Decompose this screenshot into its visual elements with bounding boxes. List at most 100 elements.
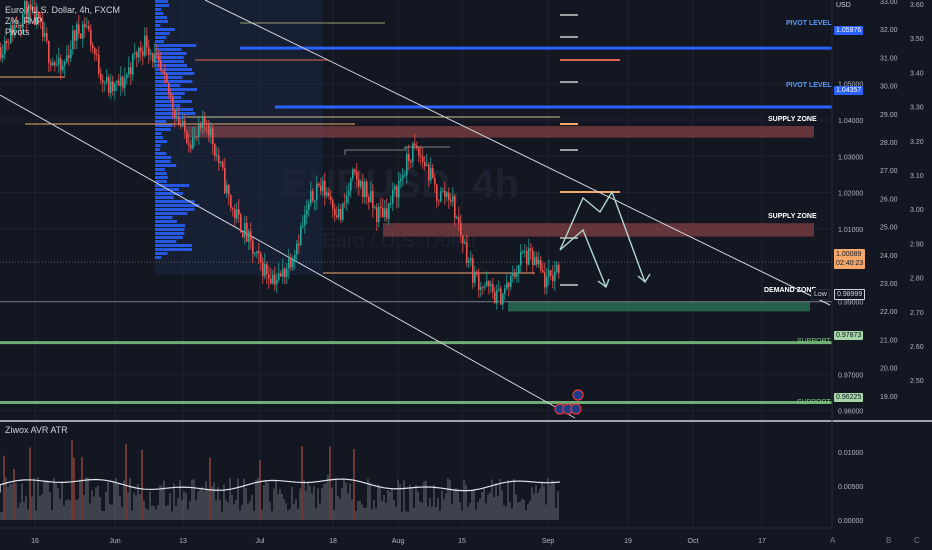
candle-body bbox=[8, 43, 10, 44]
candle-body bbox=[388, 203, 390, 219]
volume-profile-bar bbox=[155, 48, 182, 51]
candle-body bbox=[424, 161, 426, 167]
candle-body bbox=[98, 54, 100, 74]
candle-countdown: 02:40:23 bbox=[836, 260, 864, 267]
candle-body bbox=[258, 251, 260, 254]
candle-body bbox=[46, 33, 48, 41]
candle-body bbox=[220, 161, 222, 163]
time-axis-tick: Jul bbox=[256, 538, 265, 545]
candle-body bbox=[310, 191, 312, 204]
pivot-price-box-2: 1.04357 bbox=[834, 86, 864, 95]
candle-body bbox=[350, 178, 352, 191]
candle-body bbox=[276, 279, 278, 285]
candle-body bbox=[288, 258, 290, 269]
candle-body bbox=[340, 209, 342, 220]
candle-body bbox=[184, 120, 186, 132]
volume-profile-bar bbox=[155, 16, 167, 19]
candle-body bbox=[304, 214, 306, 226]
candle-body bbox=[104, 82, 106, 84]
pivot-price-box-1: 1.05976 bbox=[834, 26, 864, 35]
candle-body bbox=[16, 25, 18, 28]
volume-profile-bar bbox=[155, 120, 167, 123]
candle-body bbox=[490, 284, 492, 287]
candle-body bbox=[232, 207, 234, 210]
candle-body bbox=[494, 292, 496, 304]
economic-event-icon bbox=[572, 389, 584, 401]
symbol-title[interactable]: Euro / U.S. Dollar, 4h, FXCM bbox=[5, 5, 121, 15]
candle-body bbox=[76, 24, 78, 41]
candle-body bbox=[132, 53, 134, 75]
candle-body bbox=[476, 271, 478, 275]
candle-body bbox=[524, 251, 526, 252]
candle-body bbox=[162, 70, 164, 72]
projection-path-1 bbox=[559, 190, 646, 283]
projection-arrows bbox=[554, 190, 651, 415]
candle-body bbox=[56, 64, 58, 66]
candle-body bbox=[266, 264, 268, 275]
candle-body bbox=[550, 270, 552, 276]
candle-body bbox=[160, 60, 162, 71]
atr-axis-tick: 0.00500 bbox=[838, 484, 863, 491]
candle-body bbox=[114, 82, 116, 91]
candle-body bbox=[328, 192, 330, 197]
projection-arrowhead-1 bbox=[637, 273, 651, 284]
candle-body bbox=[502, 293, 504, 305]
candle-body bbox=[452, 196, 454, 202]
candle-body bbox=[414, 143, 416, 146]
volume-profile-bar bbox=[155, 236, 183, 239]
volume-profile-bar bbox=[155, 188, 180, 191]
candle-body bbox=[264, 264, 266, 277]
candle-body bbox=[538, 259, 540, 265]
candle-body bbox=[458, 217, 460, 224]
secondary-axis-tick: 23.00 bbox=[880, 281, 898, 288]
candle-body bbox=[532, 250, 534, 266]
zones bbox=[0, 14, 832, 405]
candle-body bbox=[188, 143, 190, 145]
bottom-letter-a[interactable]: A bbox=[830, 536, 836, 545]
candle-body bbox=[406, 154, 408, 176]
bottom-letter-c[interactable]: C bbox=[914, 536, 920, 545]
volume-profile-bar bbox=[155, 56, 184, 59]
candles bbox=[0, 0, 560, 310]
indicator-zfmp[interactable]: Z%_FMP bbox=[5, 16, 43, 26]
candle-body bbox=[526, 251, 528, 265]
volume-profile-bar bbox=[155, 204, 200, 207]
candle-body bbox=[22, 13, 24, 28]
candle-body bbox=[384, 208, 386, 218]
candle-body bbox=[314, 200, 316, 201]
candle-body bbox=[432, 167, 434, 179]
time-axis-tick: 19 bbox=[624, 538, 632, 545]
atr-indicator-title[interactable]: Ziwox AVR ATR bbox=[5, 425, 68, 435]
candle-body bbox=[42, 21, 44, 37]
candle-body bbox=[64, 61, 66, 66]
trendline-lower bbox=[0, 94, 576, 419]
bottom-letter-b[interactable]: B bbox=[886, 536, 892, 545]
candle-body bbox=[154, 53, 156, 63]
volume-profile-bar bbox=[155, 156, 172, 159]
candle-body bbox=[334, 208, 336, 216]
candle-body bbox=[142, 51, 144, 56]
candle-body bbox=[236, 209, 238, 219]
volume-profile-bar bbox=[155, 136, 164, 139]
secondary-axis-tick: 25.00 bbox=[880, 225, 898, 232]
volume-profile-bar bbox=[155, 140, 168, 143]
candle-body bbox=[292, 259, 294, 268]
candle-body bbox=[370, 191, 372, 203]
candle-body bbox=[20, 26, 22, 28]
candle-body bbox=[230, 194, 232, 208]
volume-profile-bar bbox=[155, 72, 195, 75]
candle-body bbox=[428, 164, 430, 181]
volume-profile-bar bbox=[155, 64, 188, 67]
volume-profile-bar bbox=[155, 8, 162, 11]
indicator-pivots[interactable]: Pivots bbox=[5, 27, 30, 37]
candle-body bbox=[372, 191, 374, 208]
candle-body bbox=[248, 231, 250, 242]
candle-body bbox=[136, 52, 138, 58]
candle-body bbox=[394, 186, 396, 190]
candle-body bbox=[14, 25, 16, 36]
candle-body bbox=[280, 273, 282, 277]
candle-body bbox=[216, 155, 218, 157]
volume-profile-bar bbox=[155, 32, 170, 35]
volume-profile-bar bbox=[155, 92, 185, 95]
